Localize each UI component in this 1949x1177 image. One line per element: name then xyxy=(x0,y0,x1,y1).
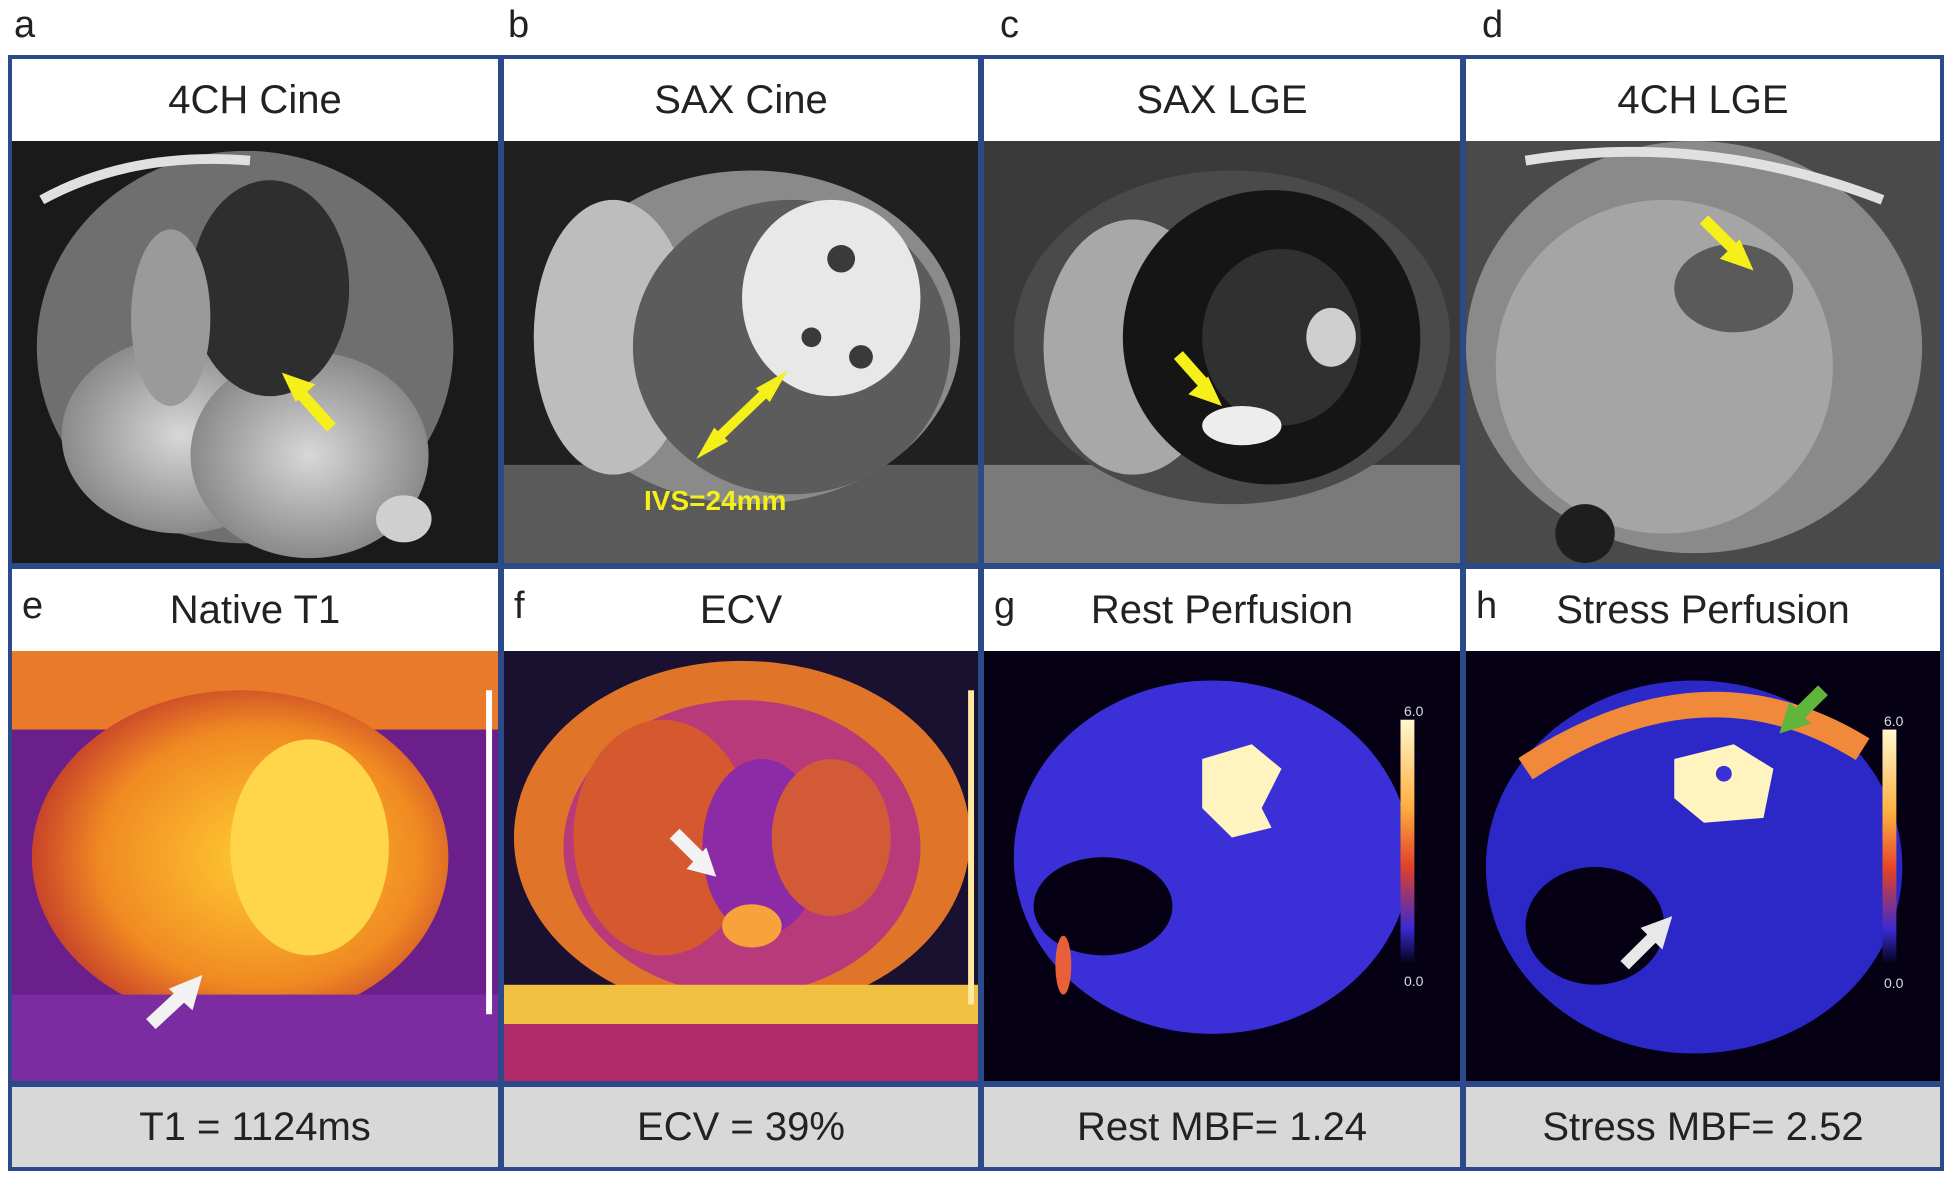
color-scale-bar xyxy=(1882,729,1897,966)
mri-image-sax-lge xyxy=(984,141,1460,563)
panel-title: Native T1 xyxy=(12,569,498,651)
mri-image-4ch-lge xyxy=(1466,141,1940,563)
panel-title: Stress Perfusion xyxy=(1466,569,1940,651)
scale-min-label: 0.0 xyxy=(1404,973,1424,989)
panel-stress-perfusion: Stress Perfusion h xyxy=(1462,565,1944,1085)
footer-rest-mbf-value: Rest MBF= 1.24 xyxy=(980,1083,1464,1171)
panel-letter-a: a xyxy=(14,4,36,46)
map-image-ecv xyxy=(504,651,978,1081)
panel-letter-c: c xyxy=(1000,4,1019,46)
panel-letter-g: g xyxy=(994,585,1016,627)
scale-min-label: 0.0 xyxy=(1884,975,1904,991)
panel-native-t1: Native T1 e xyxy=(8,565,502,1085)
panel-letter-e: e xyxy=(22,585,44,627)
panel-sax-cine: SAX Cine IVS=24mm xyxy=(500,55,982,567)
map-image-stress-perfusion: 6.0 0.0 xyxy=(1466,651,1940,1081)
white-arrow-icon xyxy=(146,974,203,1030)
mri-image-sax-cine: IVS=24mm xyxy=(504,141,978,563)
footer-ecv-value: ECV = 39% xyxy=(500,1083,982,1171)
panel-title: 4CH LGE xyxy=(1466,59,1940,141)
panel-title: Rest Perfusion xyxy=(984,569,1460,651)
yellow-double-arrow-icon xyxy=(696,370,788,459)
panel-letter-h: h xyxy=(1476,585,1498,627)
map-image-native-t1 xyxy=(12,651,498,1081)
color-scale-bar xyxy=(1400,719,1415,966)
panel-4ch-lge: 4CH LGE xyxy=(1462,55,1944,567)
ivs-annotation: IVS=24mm xyxy=(644,485,787,516)
panel-4ch-cine: 4CH Cine xyxy=(8,55,502,567)
white-arrow-icon xyxy=(669,828,717,877)
scale-max-label: 6.0 xyxy=(1884,713,1904,729)
footer-t1-value: T1 = 1124ms xyxy=(8,1083,502,1171)
white-arrow-icon xyxy=(1620,916,1673,970)
panel-letter-d: d xyxy=(1482,4,1504,46)
panel-sax-lge: SAX LGE xyxy=(980,55,1464,567)
panel-title: ECV xyxy=(504,569,978,651)
panel-letter-f: f xyxy=(514,585,525,627)
yellow-arrow-icon xyxy=(1699,215,1754,271)
green-arrow-icon xyxy=(1779,685,1828,734)
map-image-rest-perfusion: 6.0 0.0 xyxy=(984,651,1460,1081)
scale-max-label: 6.0 xyxy=(1404,703,1424,719)
panel-title: SAX LGE xyxy=(984,59,1460,141)
panel-rest-perfusion: Rest Perfusion g 6.0 0.0 xyxy=(980,565,1464,1085)
panel-letter-b: b xyxy=(508,4,530,46)
mri-image-4ch-cine xyxy=(12,141,498,563)
yellow-arrow-icon xyxy=(1173,351,1222,406)
panel-title: SAX Cine xyxy=(504,59,978,141)
panel-title: 4CH Cine xyxy=(12,59,498,141)
footer-stress-mbf-value: Stress MBF= 2.52 xyxy=(1462,1083,1944,1171)
yellow-arrow-icon xyxy=(281,372,336,432)
panel-ecv: ECV f xyxy=(500,565,982,1085)
